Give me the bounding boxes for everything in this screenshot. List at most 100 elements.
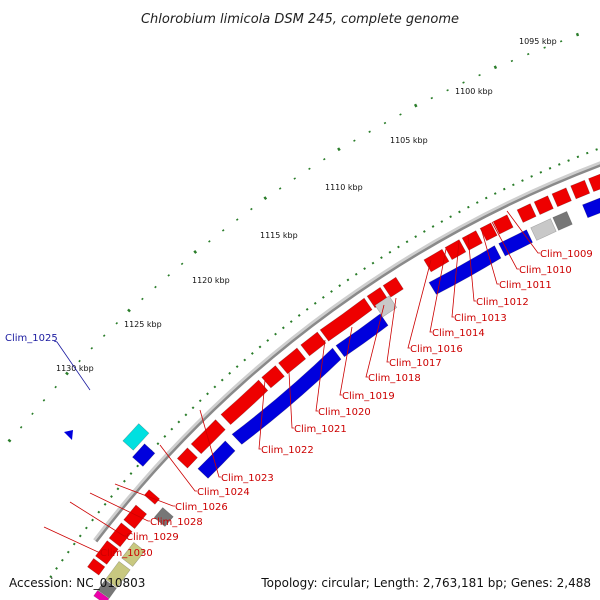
label-leader bbox=[506, 210, 540, 254]
tick-mark bbox=[102, 334, 106, 337]
inner-tick-mark bbox=[49, 575, 53, 579]
inner-tick-mark bbox=[66, 550, 70, 554]
tick-mark bbox=[337, 147, 341, 152]
label-leader bbox=[491, 221, 519, 270]
label-leader bbox=[315, 339, 326, 412]
tick-mark bbox=[42, 399, 46, 402]
inner-tick-mark bbox=[521, 179, 524, 182]
tick-mark bbox=[154, 285, 157, 289]
gene-features bbox=[64, 173, 600, 600]
cds-forward bbox=[143, 489, 161, 505]
cds-reverse bbox=[132, 443, 156, 467]
inner-tick-mark bbox=[530, 175, 533, 178]
inner-tick-mark bbox=[163, 434, 167, 438]
cds-reverse bbox=[428, 245, 502, 295]
gene-label: Clim_1011 bbox=[499, 280, 552, 291]
cds-forward bbox=[444, 239, 467, 261]
gene-label: Clim_1030 bbox=[100, 548, 153, 559]
gene-label: Clim_1012 bbox=[476, 297, 529, 308]
label-leader bbox=[407, 259, 432, 349]
tick-mark bbox=[278, 187, 282, 190]
inner-tick-mark bbox=[567, 159, 570, 162]
inner-tick-mark bbox=[228, 371, 232, 375]
label-leader bbox=[258, 379, 266, 450]
label-leader bbox=[89, 492, 150, 522]
inner-tick-mark bbox=[449, 215, 452, 219]
tick-mark bbox=[208, 240, 211, 243]
cds-forward bbox=[479, 222, 498, 242]
inner-tick-mark bbox=[78, 534, 82, 538]
cds-forward bbox=[533, 195, 554, 215]
unknown-feature bbox=[552, 211, 573, 231]
cds-forward bbox=[108, 522, 133, 548]
tick-mark bbox=[368, 130, 371, 133]
cds-reverse bbox=[498, 229, 533, 257]
inner-tick-mark bbox=[156, 442, 160, 446]
inner-tick-mark bbox=[72, 542, 76, 546]
tick-label: 1095 kbp bbox=[519, 37, 557, 46]
inner-tick-mark bbox=[338, 284, 342, 288]
cds-forward bbox=[461, 230, 483, 251]
tick-mark bbox=[493, 65, 498, 70]
inner-tick-mark bbox=[313, 301, 317, 305]
inner-tick-mark bbox=[576, 155, 580, 159]
gene-label: Clim_1017 bbox=[389, 358, 442, 369]
inner-tick-mark bbox=[84, 526, 88, 530]
tick-mark bbox=[413, 103, 418, 108]
gene-label: Clim_1016 bbox=[410, 344, 463, 355]
tick-mark bbox=[78, 359, 81, 363]
tick-mark bbox=[54, 385, 57, 389]
cds-forward bbox=[95, 540, 119, 565]
inner-tick-mark bbox=[330, 290, 333, 293]
inner-tick-mark bbox=[539, 171, 543, 174]
inner-tick-mark bbox=[548, 167, 552, 170]
inner-tick-mark bbox=[184, 413, 188, 417]
pseudo-feature bbox=[530, 218, 557, 241]
label-leader bbox=[43, 526, 100, 553]
tick-mark bbox=[323, 158, 326, 161]
cds-forward bbox=[588, 173, 600, 193]
inner-tick-mark bbox=[235, 365, 239, 369]
tick-label: 1110 kbp bbox=[325, 183, 363, 192]
inner-tick-mark bbox=[346, 278, 350, 282]
tick-mark bbox=[221, 229, 225, 232]
tick-mark bbox=[543, 46, 546, 49]
cds-forward bbox=[551, 187, 572, 208]
gene-label: Clim_1023 bbox=[221, 473, 274, 484]
cds-forward bbox=[176, 447, 198, 469]
label-leader bbox=[114, 483, 175, 507]
gene-label: Clim_1019 bbox=[342, 391, 395, 402]
label-leader bbox=[467, 234, 476, 302]
inner-tick-mark bbox=[281, 326, 285, 330]
tick-label: 1125 kbp bbox=[124, 320, 162, 329]
cds-forward bbox=[516, 203, 537, 223]
tick-mark bbox=[31, 412, 34, 416]
tick-mark bbox=[308, 167, 311, 170]
tick-mark bbox=[65, 371, 69, 376]
inner-tick-mark bbox=[198, 399, 202, 403]
inner-tick-mark bbox=[250, 352, 254, 355]
cds-forward bbox=[261, 365, 285, 389]
inner-tick-mark bbox=[321, 295, 325, 299]
inner-tick-mark bbox=[493, 192, 497, 195]
gene-label: Clim_1009 bbox=[540, 249, 593, 260]
inner-tick-mark bbox=[60, 558, 64, 562]
unknown-feature bbox=[97, 579, 117, 599]
label-leader bbox=[480, 227, 499, 285]
label-leader bbox=[365, 304, 385, 378]
tick-mark bbox=[193, 250, 198, 254]
tick-mark bbox=[167, 274, 170, 277]
gene-label: Clim_1018 bbox=[368, 373, 421, 384]
other-feature bbox=[93, 590, 110, 600]
inner-tick-mark bbox=[136, 464, 140, 468]
kbp-ticks: 1095 kbp 1100 kbp 1105 kbp 1110 kbp 1115 kbp… bbox=[7, 32, 598, 579]
other-feature bbox=[105, 560, 131, 588]
tick-mark bbox=[575, 32, 580, 37]
gene-label: Clim_1022 bbox=[261, 445, 314, 456]
inner-tick-mark bbox=[305, 307, 309, 311]
tick-label: 1120 kbp bbox=[192, 276, 230, 285]
gene-label: Clim_1013 bbox=[454, 313, 507, 324]
inner-tick-mark bbox=[258, 345, 262, 349]
cds-forward bbox=[492, 214, 514, 235]
